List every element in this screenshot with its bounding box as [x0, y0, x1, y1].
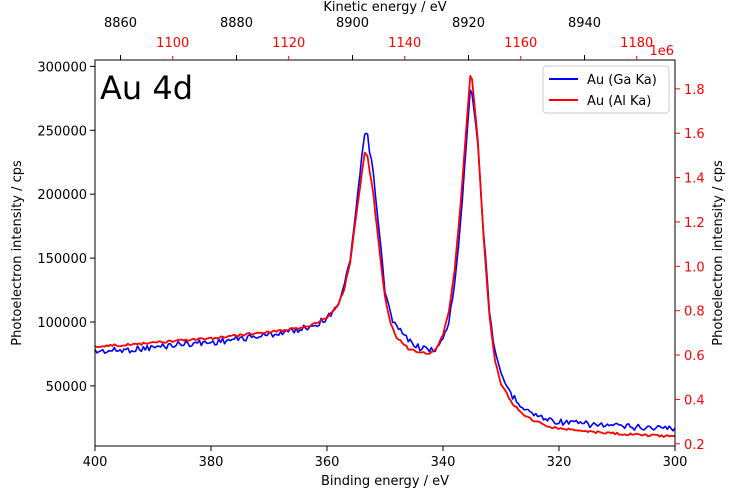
legend-box: [542, 65, 670, 114]
y-right-tick-label: 1.6: [684, 127, 705, 142]
top-tick-label: 8880: [220, 16, 253, 31]
plot-frame: [94, 59, 676, 447]
legend-label-ga: Au (Ga Ka): [587, 73, 657, 88]
y-left-tick-label: 200000: [37, 188, 87, 203]
y-left-tick-label: 50000: [46, 380, 87, 395]
x-tick-label: 380: [199, 455, 224, 470]
top-red-tick-label: 1120: [272, 36, 305, 51]
y-right-tick-label: 1.0: [684, 260, 705, 275]
series-layer: [94, 75, 676, 438]
y-left-tick-label: 250000: [37, 124, 87, 139]
top-tick-label: 8920: [452, 16, 485, 31]
x-axis-label: Binding energy / eV: [321, 474, 449, 489]
y-left-tick-label: 150000: [37, 252, 87, 267]
top-red-tick-label: 1180: [620, 36, 653, 51]
series-line-al: [94, 75, 676, 438]
x-tick-label: 360: [315, 455, 340, 470]
y-right-offset-label: 1e6: [649, 44, 674, 59]
legend: Au (Ga Ka) Au (Al Ka): [542, 65, 670, 114]
legend-label-al: Au (Al Ka): [587, 94, 651, 109]
plot-area: [95, 60, 675, 446]
y-left-axis-label: Photoelectron intensity / cps: [10, 160, 25, 346]
x-tick-label: 300: [663, 455, 688, 470]
x-tick-label: 400: [83, 455, 108, 470]
top-red-tick-label: 1140: [388, 36, 421, 51]
top-axis-label: Kinetic energy / eV: [323, 0, 446, 15]
top-tick-label: 8940: [568, 16, 601, 31]
y-right-tick-label: 0.8: [684, 305, 705, 320]
x-tick-label: 340: [431, 455, 456, 470]
x-tick-label: 320: [547, 455, 572, 470]
top-red-tick-label: 1160: [504, 36, 537, 51]
top-tick-label: 8900: [336, 16, 369, 31]
y-right-tick-label: 0.6: [684, 349, 705, 364]
top-red-tick-label: 1100: [156, 36, 189, 51]
y-right-tick-label: 1.4: [684, 172, 705, 187]
y-right-axis-label: Photoelectron intensity / cps: [711, 160, 726, 346]
top-tick-label: 8860: [104, 16, 137, 31]
y-right-tick-label: 1.2: [684, 216, 705, 231]
y-left-tick-label: 300000: [37, 60, 87, 75]
y-right-tick-label: 0.2: [684, 438, 705, 453]
panel-title: Au 4d: [100, 69, 193, 107]
y-left-tick-label: 100000: [37, 316, 87, 331]
y-right-tick-label: 0.4: [684, 393, 705, 408]
y-right-tick-label: 1.8: [684, 83, 705, 98]
ticks-layer: 400 380 360 340 320 300 8860 8880 8900 8920 8940 11…: [37, 16, 704, 470]
